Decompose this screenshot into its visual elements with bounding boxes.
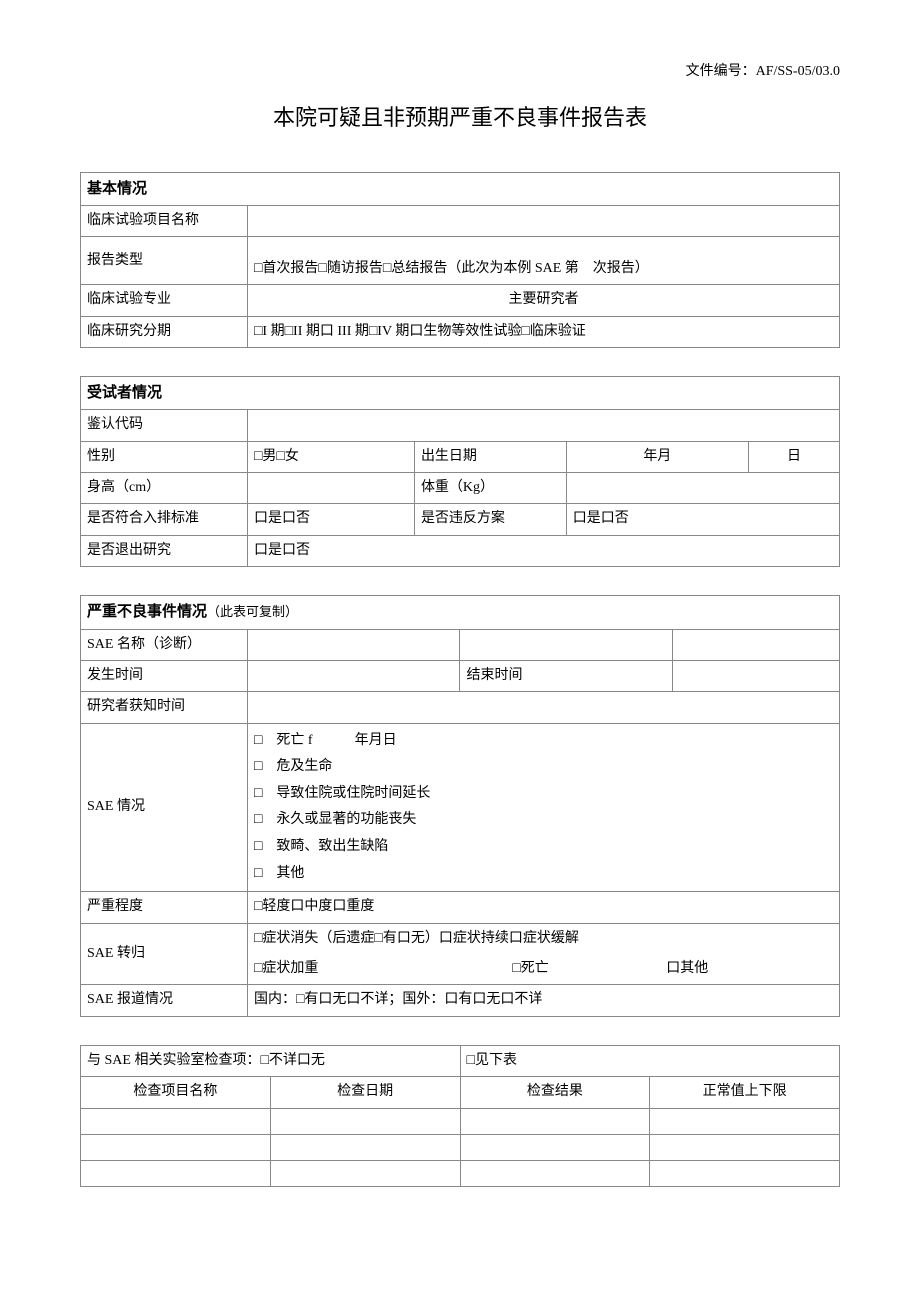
phase-value: □I 期□II 期口 III 期□IV 期口生物等效性试验□临床验证 (247, 316, 839, 347)
subject-header: 受试者情况 (81, 377, 840, 410)
lab-row (81, 1160, 840, 1186)
severity-value: □轻度口中度口重度 (247, 892, 839, 923)
situation-value: □ 死亡 f 年月日 □ 危及生命 □ 导致住院或住院时间延长 □ 永久或显著的… (247, 723, 839, 892)
document-number: 文件编号：AF/SS-05/03.0 (80, 60, 840, 80)
onset-label: 发生时间 (81, 660, 248, 691)
phase-label: 临床研究分期 (81, 316, 248, 347)
outcome-line1: □症状消失（后遗症□有口无）口症状持续口症状缓解 (247, 923, 839, 954)
sit-3: □ 导致住院或住院时间延长 (254, 781, 833, 808)
sit-1: □ 死亡 f 年月日 (254, 728, 833, 755)
report-type-value: □首次报告□随访报告□总结报告（此次为本例 SAE 第 次报告） (247, 237, 839, 285)
withdraw-value: 口是口否 (247, 535, 839, 566)
violation-value: 口是口否 (566, 504, 839, 535)
sae-header-cell: 严重不良事件情况（此表可复制） (81, 596, 840, 629)
outcome-2c: 口其他 (666, 961, 708, 976)
severity-label: 严重程度 (81, 892, 248, 923)
end-value (673, 660, 840, 691)
outcome-line2: □症状加重 □死亡 口其他 (247, 954, 839, 985)
withdraw-label: 是否退出研究 (81, 535, 248, 566)
lab-col4: 正常值上下限 (650, 1077, 840, 1108)
weight-label: 体重（Kg） (414, 472, 566, 503)
lab-row (81, 1108, 840, 1134)
report-status-value: 国内：□有口无口不详；国外：口有口无口不详 (247, 985, 839, 1016)
situation-label: SAE 情况 (81, 723, 248, 892)
outcome-2b: □死亡 (512, 958, 663, 980)
page-title: 本院可疑且非预期严重不良事件报告表 (80, 100, 840, 132)
height-value (247, 472, 414, 503)
dob-label: 出生日期 (414, 441, 566, 472)
code-value (247, 410, 839, 441)
height-label: 身高（cm） (81, 472, 248, 503)
sae-header: 严重不良事件情况 (87, 604, 207, 620)
inclusion-value: 口是口否 (247, 504, 414, 535)
sex-value: □男□女 (247, 441, 414, 472)
sae-name-extra2 (673, 629, 840, 660)
report-type-label: 报告类型 (81, 237, 248, 285)
report-status-label: SAE 报道情况 (81, 985, 248, 1016)
sit-5: □ 致畸、致出生缺陷 (254, 834, 833, 861)
lab-col1: 检查项目名称 (81, 1077, 271, 1108)
end-label: 结束时间 (460, 660, 673, 691)
lab-row (81, 1134, 840, 1160)
outcome-2a: □症状加重 (254, 958, 509, 980)
basic-header: 基本情况 (81, 173, 840, 206)
inclusion-label: 是否符合入排标准 (81, 504, 248, 535)
sae-name-extra1 (460, 629, 673, 660)
sae-name-label: SAE 名称（诊断） (81, 629, 248, 660)
weight-value (566, 472, 839, 503)
sex-label: 性别 (81, 441, 248, 472)
onset-value (247, 660, 460, 691)
lab-header-right: □见下表 (460, 1045, 840, 1076)
outcome-label: SAE 转归 (81, 923, 248, 985)
learn-value (247, 692, 839, 723)
basic-info-table: 基本情况 临床试验项目名称 报告类型 □首次报告□随访报告□总结报告（此次为本例… (80, 172, 840, 348)
trial-name-value (247, 206, 839, 237)
lab-col2: 检查日期 (270, 1077, 460, 1108)
trial-name-label: 临床试验项目名称 (81, 206, 248, 237)
lab-header-left: 与 SAE 相关实验室检查项：□不详口无 (81, 1045, 461, 1076)
learn-label: 研究者获知时间 (81, 692, 248, 723)
pi-label: 主要研究者 (247, 285, 839, 316)
lab-table: 与 SAE 相关实验室检查项：□不详口无 □见下表 检查项目名称 检查日期 检查… (80, 1045, 840, 1187)
sae-name-value (247, 629, 460, 660)
sae-table: 严重不良事件情况（此表可复制） SAE 名称（诊断） 发生时间 结束时间 研究者… (80, 595, 840, 1017)
dob-day: 日 (748, 441, 839, 472)
sit-6: □ 其他 (254, 861, 833, 888)
lab-col3: 检查结果 (460, 1077, 650, 1108)
code-label: 鉴认代码 (81, 410, 248, 441)
dob-value: 年月 (566, 441, 748, 472)
subject-table: 受试者情况 鉴认代码 性别 □男□女 出生日期 年月 日 身高（cm） 体重（K… (80, 376, 840, 567)
trial-specialty-label: 临床试验专业 (81, 285, 248, 316)
sae-header-note: （此表可复制） (207, 604, 298, 619)
sit-2: □ 危及生命 (254, 754, 833, 781)
sit-4: □ 永久或显著的功能丧失 (254, 807, 833, 834)
violation-label: 是否违反方案 (414, 504, 566, 535)
